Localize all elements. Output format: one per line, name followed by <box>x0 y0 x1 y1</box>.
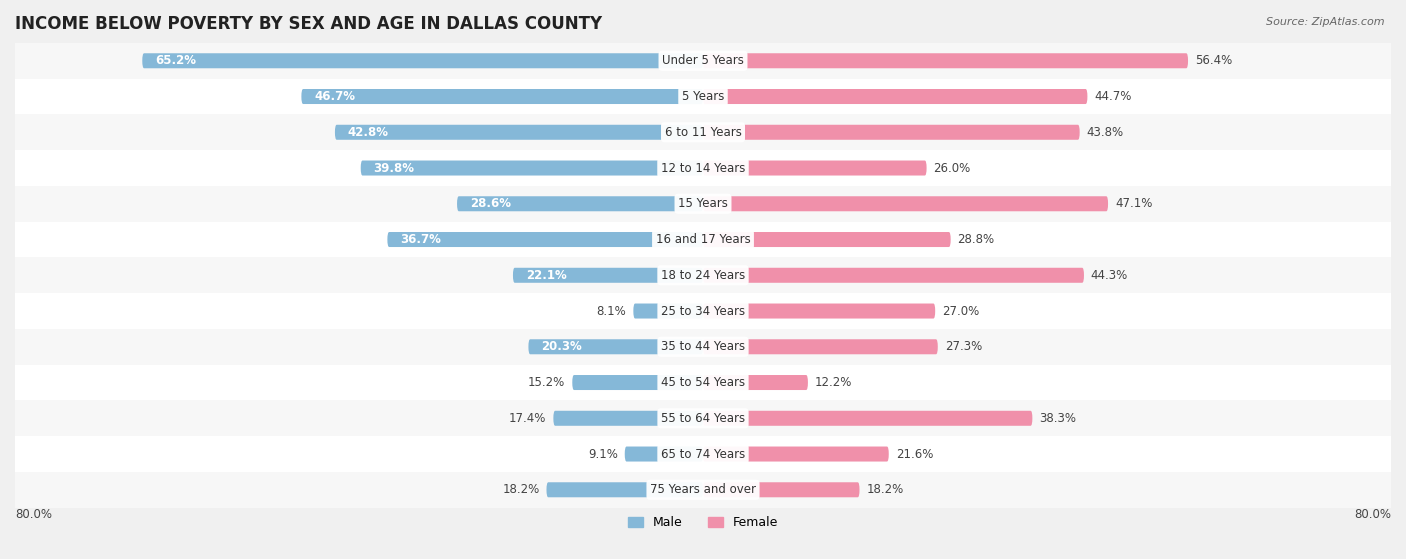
FancyBboxPatch shape <box>335 125 703 140</box>
Text: 26.0%: 26.0% <box>934 162 970 174</box>
Text: 46.7%: 46.7% <box>315 90 356 103</box>
Bar <box>15 400 1391 436</box>
FancyBboxPatch shape <box>529 339 703 354</box>
Text: 12 to 14 Years: 12 to 14 Years <box>661 162 745 174</box>
Bar <box>15 115 1391 150</box>
Text: 15 Years: 15 Years <box>678 197 728 210</box>
Text: 12.2%: 12.2% <box>815 376 852 389</box>
FancyBboxPatch shape <box>572 375 703 390</box>
Text: 9.1%: 9.1% <box>588 448 617 461</box>
Text: 44.7%: 44.7% <box>1094 90 1132 103</box>
Bar <box>15 186 1391 222</box>
FancyBboxPatch shape <box>361 160 703 176</box>
Bar <box>15 150 1391 186</box>
Text: 18 to 24 Years: 18 to 24 Years <box>661 269 745 282</box>
Text: 18.2%: 18.2% <box>502 484 540 496</box>
FancyBboxPatch shape <box>703 411 1032 426</box>
Text: 28.6%: 28.6% <box>470 197 510 210</box>
Bar <box>15 472 1391 508</box>
Bar <box>15 43 1391 79</box>
Text: 17.4%: 17.4% <box>509 412 547 425</box>
Text: 80.0%: 80.0% <box>1354 508 1391 520</box>
FancyBboxPatch shape <box>703 89 1087 104</box>
Text: 5 Years: 5 Years <box>682 90 724 103</box>
Text: 27.3%: 27.3% <box>945 340 981 353</box>
FancyBboxPatch shape <box>703 482 859 498</box>
FancyBboxPatch shape <box>703 268 1084 283</box>
Text: 15.2%: 15.2% <box>529 376 565 389</box>
Text: 28.8%: 28.8% <box>957 233 994 246</box>
Text: 6 to 11 Years: 6 to 11 Years <box>665 126 741 139</box>
Bar <box>15 293 1391 329</box>
Text: 25 to 34 Years: 25 to 34 Years <box>661 305 745 318</box>
FancyBboxPatch shape <box>633 304 703 319</box>
Bar <box>15 436 1391 472</box>
Text: 44.3%: 44.3% <box>1091 269 1128 282</box>
Text: 22.1%: 22.1% <box>526 269 567 282</box>
Text: INCOME BELOW POVERTY BY SEX AND AGE IN DALLAS COUNTY: INCOME BELOW POVERTY BY SEX AND AGE IN D… <box>15 15 602 33</box>
FancyBboxPatch shape <box>703 160 927 176</box>
FancyBboxPatch shape <box>703 125 1080 140</box>
Text: 20.3%: 20.3% <box>541 340 582 353</box>
Text: 27.0%: 27.0% <box>942 305 980 318</box>
Text: 36.7%: 36.7% <box>401 233 441 246</box>
FancyBboxPatch shape <box>703 232 950 247</box>
Bar <box>15 257 1391 293</box>
Text: 8.1%: 8.1% <box>596 305 627 318</box>
FancyBboxPatch shape <box>703 375 808 390</box>
FancyBboxPatch shape <box>457 196 703 211</box>
Text: 55 to 64 Years: 55 to 64 Years <box>661 412 745 425</box>
Legend: Male, Female: Male, Female <box>628 517 778 529</box>
FancyBboxPatch shape <box>703 339 938 354</box>
Bar <box>15 364 1391 400</box>
FancyBboxPatch shape <box>703 196 1108 211</box>
Text: 45 to 54 Years: 45 to 54 Years <box>661 376 745 389</box>
Bar <box>15 329 1391 364</box>
Text: 39.8%: 39.8% <box>374 162 415 174</box>
FancyBboxPatch shape <box>513 268 703 283</box>
Bar <box>15 79 1391 115</box>
FancyBboxPatch shape <box>547 482 703 498</box>
FancyBboxPatch shape <box>703 53 1188 68</box>
Text: 35 to 44 Years: 35 to 44 Years <box>661 340 745 353</box>
Text: 42.8%: 42.8% <box>347 126 389 139</box>
Text: 21.6%: 21.6% <box>896 448 934 461</box>
Text: 18.2%: 18.2% <box>866 484 904 496</box>
FancyBboxPatch shape <box>554 411 703 426</box>
Text: 80.0%: 80.0% <box>15 508 52 520</box>
Text: Source: ZipAtlas.com: Source: ZipAtlas.com <box>1267 17 1385 27</box>
Text: 16 and 17 Years: 16 and 17 Years <box>655 233 751 246</box>
Text: 75 Years and over: 75 Years and over <box>650 484 756 496</box>
FancyBboxPatch shape <box>703 304 935 319</box>
Text: 47.1%: 47.1% <box>1115 197 1153 210</box>
FancyBboxPatch shape <box>624 447 703 462</box>
FancyBboxPatch shape <box>142 53 703 68</box>
Text: Under 5 Years: Under 5 Years <box>662 54 744 67</box>
Text: 65 to 74 Years: 65 to 74 Years <box>661 448 745 461</box>
Text: 38.3%: 38.3% <box>1039 412 1076 425</box>
Text: 43.8%: 43.8% <box>1087 126 1123 139</box>
FancyBboxPatch shape <box>301 89 703 104</box>
FancyBboxPatch shape <box>703 447 889 462</box>
Text: 65.2%: 65.2% <box>155 54 197 67</box>
Bar <box>15 222 1391 257</box>
Text: 56.4%: 56.4% <box>1195 54 1232 67</box>
FancyBboxPatch shape <box>388 232 703 247</box>
